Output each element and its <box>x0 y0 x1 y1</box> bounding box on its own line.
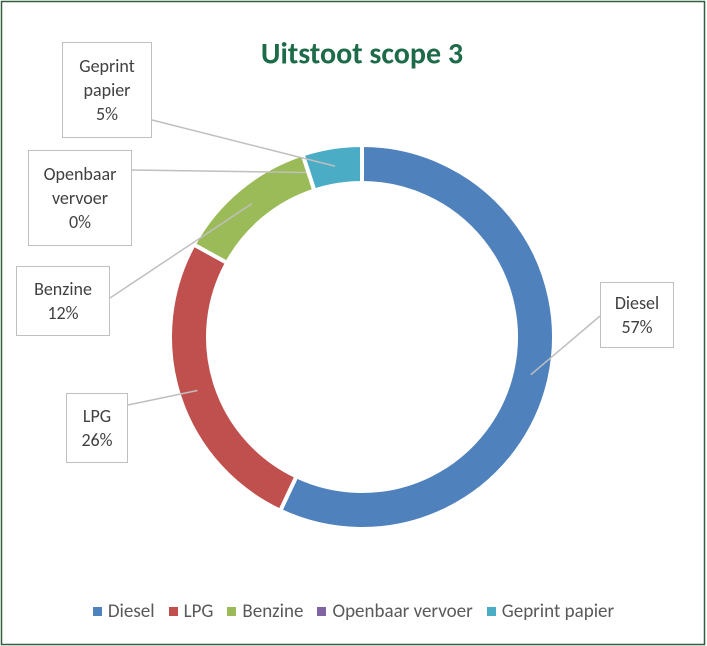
data-label-value: 0% <box>69 211 91 233</box>
data-label-value: 5% <box>96 103 118 125</box>
legend-swatch <box>227 607 237 616</box>
donut-slice <box>168 241 300 514</box>
data-label: Geprint papier 5% <box>62 42 152 138</box>
leader-line <box>131 169 309 174</box>
legend-label: LPG <box>183 600 214 623</box>
donut-slice <box>300 142 364 194</box>
legend-swatch <box>486 607 496 616</box>
data-label: Benzine 12% <box>16 266 110 336</box>
data-label: Openbaar vervoer 0% <box>28 150 132 246</box>
legend-item: LPG <box>168 600 214 623</box>
legend-label: Diesel <box>107 600 155 623</box>
legend-swatch <box>317 607 327 616</box>
data-label: Diesel 57% <box>600 282 674 348</box>
leader-line <box>127 389 198 406</box>
data-label-value: 12% <box>47 302 79 324</box>
data-label-name: Diesel <box>614 292 660 314</box>
data-label: LPG 26% <box>66 393 128 463</box>
legend-label: Benzine <box>242 600 304 623</box>
data-label-value: 26% <box>81 429 113 451</box>
legend-label: Openbaar vervoer <box>332 600 473 623</box>
legend: Diesel LPG Benzine Openbaar vervoer Geprint … <box>0 600 707 623</box>
legend-item: Geprint papier <box>486 600 615 623</box>
chart-title: Uitstoot scope 3 <box>261 35 463 72</box>
leader-line <box>530 315 601 376</box>
data-label-value: 57% <box>621 316 653 338</box>
data-label-name: Benzine <box>34 278 92 300</box>
legend-swatch <box>168 607 178 616</box>
legend-label: Geprint papier <box>501 600 615 623</box>
donut-slice <box>277 142 556 531</box>
legend-item: Benzine <box>227 600 303 623</box>
data-label-name: Geprint papier <box>79 55 135 101</box>
legend-item: Diesel <box>92 600 155 623</box>
data-label-name: Openbaar vervoer <box>43 163 117 209</box>
data-label-name: LPG <box>82 405 112 427</box>
legend-item: Openbaar vervoer <box>317 600 473 623</box>
legend-swatch <box>92 607 102 616</box>
leader-line <box>109 203 253 299</box>
leader-line <box>151 119 336 167</box>
